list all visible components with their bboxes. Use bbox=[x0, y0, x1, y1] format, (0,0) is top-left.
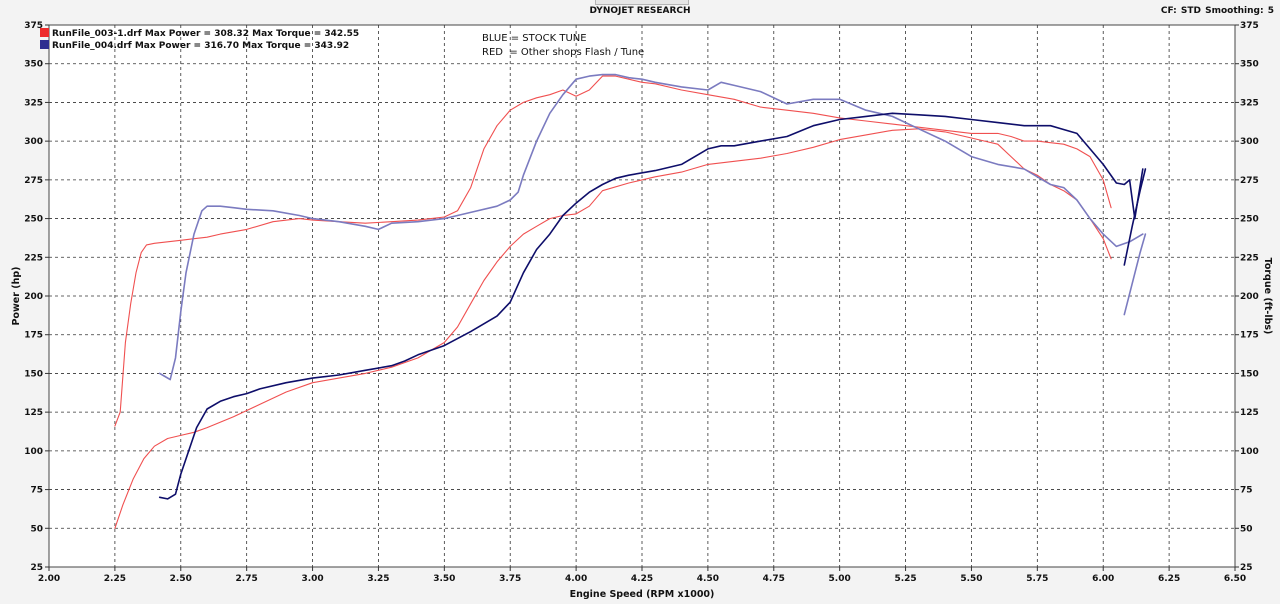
y-tick-label-left: 225 bbox=[24, 253, 43, 263]
legend-entry-run004: RunFile_004.drf Max Power = 316.70 Max T… bbox=[52, 41, 349, 51]
y-tick-label-left: 200 bbox=[24, 292, 43, 302]
y-tick-label-right: 50 bbox=[1240, 524, 1253, 534]
grid-lines bbox=[49, 25, 1235, 567]
y-tick-label-left: 25 bbox=[30, 563, 43, 573]
x-tick-label: 3.00 bbox=[301, 574, 323, 584]
y-tick-label-right: 375 bbox=[1240, 21, 1259, 31]
legend-entry-run003: RunFile_003-1.drf Max Power = 308.32 Max… bbox=[52, 29, 359, 39]
y-tick-label-right: 150 bbox=[1240, 369, 1259, 379]
top-tab-handle[interactable] bbox=[595, 0, 689, 5]
legend-file-run003: RunFile_003-1.drf bbox=[52, 29, 142, 39]
y-tick-label-right: 75 bbox=[1240, 486, 1253, 496]
legend-maxtorque-run003: Max Torque = 342.55 bbox=[252, 29, 359, 39]
y-tick-label-right: 25 bbox=[1240, 563, 1253, 573]
x-tick-label: 4.75 bbox=[763, 574, 785, 584]
legend-maxpower-run004: Max Power = 316.70 bbox=[135, 41, 239, 51]
y-tick-label-left: 350 bbox=[24, 60, 43, 70]
x-tick-label: 6.50 bbox=[1224, 574, 1246, 584]
x-tick-label: 6.25 bbox=[1158, 574, 1180, 584]
x-tick-label: 2.25 bbox=[104, 574, 126, 584]
y-tick-label-right: 325 bbox=[1240, 98, 1259, 108]
x-tick-label: 3.25 bbox=[367, 574, 389, 584]
y-axis-label-left: Power (hp) bbox=[11, 267, 22, 326]
y-tick-label-right: 100 bbox=[1240, 447, 1259, 457]
series-lines bbox=[114, 73, 1147, 529]
x-axis-label: Engine Speed (RPM x1000) bbox=[570, 589, 715, 600]
y-tick-label-left: 50 bbox=[30, 524, 43, 534]
series-line-0 bbox=[114, 75, 1112, 427]
x-tick-label: 2.00 bbox=[38, 574, 60, 584]
x-tick-label: 5.50 bbox=[960, 574, 982, 584]
series-line-5 bbox=[1123, 168, 1147, 266]
y-axis-label-right: Torque (ft-lbs) bbox=[1262, 258, 1273, 335]
note-red-flash: RED = Other shops Flash / Tune bbox=[482, 47, 644, 58]
y-tick-label-left: 75 bbox=[30, 486, 43, 496]
y-tick-label-left: 325 bbox=[24, 98, 43, 108]
y-tick-label-left: 125 bbox=[24, 408, 43, 418]
legend-maxpower-run003: Max Power = 308.32 bbox=[145, 29, 249, 39]
smoothing-label: Smoothing: 5 bbox=[1205, 6, 1274, 16]
y-tick-label-left: 100 bbox=[24, 447, 43, 457]
legend-swatch-run003 bbox=[40, 28, 49, 37]
x-tick-label: 2.75 bbox=[236, 574, 258, 584]
x-tick-label: 2.50 bbox=[170, 574, 192, 584]
note-blue-stock: BLUE = STOCK TUNE bbox=[482, 33, 587, 44]
chart-title: DYNOJET RESEARCH bbox=[589, 6, 691, 16]
y-tick-label-right: 200 bbox=[1240, 292, 1259, 302]
y-tick-label-left: 150 bbox=[24, 369, 43, 379]
x-tick-label: 3.50 bbox=[433, 574, 455, 584]
series-line-4 bbox=[1123, 233, 1147, 316]
series-line-1 bbox=[114, 128, 1112, 529]
y-tick-label-left: 375 bbox=[24, 21, 43, 31]
y-tick-label-left: 175 bbox=[24, 331, 43, 341]
x-tick-label: 4.25 bbox=[631, 574, 653, 584]
x-tick-label: 4.00 bbox=[565, 574, 587, 584]
y-tick-label-right: 300 bbox=[1240, 137, 1259, 147]
cf-label: CF: STD bbox=[1160, 6, 1201, 16]
y-tick-label-left: 300 bbox=[24, 137, 43, 147]
legend: RunFile_003-1.drf Max Power = 308.32 Max… bbox=[40, 28, 359, 51]
y-tick-label-right: 350 bbox=[1240, 60, 1259, 70]
x-tick-label: 3.75 bbox=[499, 574, 521, 584]
header-settings: CF: STD Smoothing: 5 bbox=[1161, 6, 1274, 16]
x-tick-label: 6.00 bbox=[1092, 574, 1114, 584]
series-line-3 bbox=[158, 112, 1144, 500]
series-line-2 bbox=[158, 73, 1144, 381]
y-tick-label-left: 275 bbox=[24, 176, 43, 186]
legend-swatch-run004 bbox=[40, 40, 49, 49]
axis-ticks: 2.00 2.25 2.50 2.75 3.00 3.25 3.50 3.75 4.00 4.25… bbox=[24, 21, 1259, 584]
x-tick-label: 5.00 bbox=[829, 574, 851, 584]
y-tick-label-right: 250 bbox=[1240, 215, 1259, 225]
legend-maxtorque-run004: Max Torque = 343.92 bbox=[242, 41, 349, 51]
y-tick-label-left: 250 bbox=[24, 215, 43, 225]
legend-file-run004: RunFile_004.drf bbox=[52, 41, 132, 51]
y-tick-label-right: 125 bbox=[1240, 408, 1259, 418]
y-tick-label-right: 175 bbox=[1240, 331, 1259, 341]
x-tick-label: 5.75 bbox=[1026, 574, 1048, 584]
y-tick-label-right: 275 bbox=[1240, 176, 1259, 186]
x-tick-label: 4.50 bbox=[697, 574, 719, 584]
y-tick-label-right: 225 bbox=[1240, 253, 1259, 263]
x-tick-label: 5.25 bbox=[894, 574, 916, 584]
